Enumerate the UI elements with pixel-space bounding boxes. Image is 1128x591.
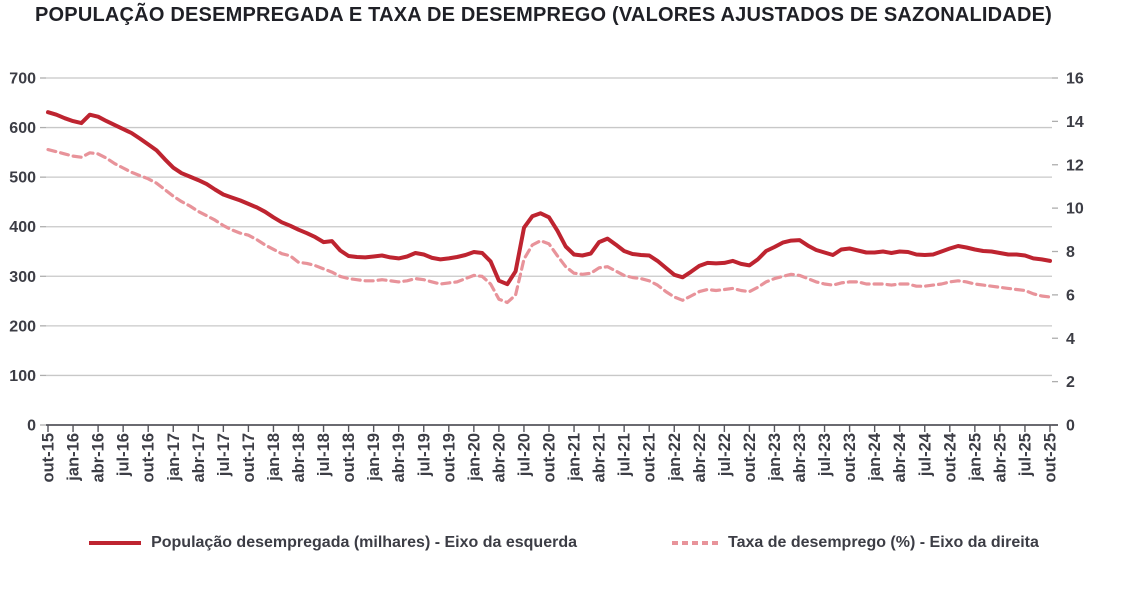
svg-text:jan-18: jan-18 (265, 433, 283, 482)
svg-text:jul-19: jul-19 (415, 433, 433, 477)
svg-text:abr-19: abr-19 (390, 433, 408, 483)
svg-text:2: 2 (1066, 374, 1075, 391)
svg-text:out-20: out-20 (541, 433, 559, 483)
svg-text:abr-21: abr-21 (591, 433, 609, 483)
chart-title: POPULAÇÃO DESEMPREGADA E TAXA DE DESEMPR… (35, 4, 1052, 26)
svg-text:abr-23: abr-23 (791, 433, 809, 483)
svg-text:500: 500 (9, 170, 36, 187)
svg-text:300: 300 (9, 269, 36, 286)
svg-text:jul-17: jul-17 (215, 433, 233, 477)
svg-text:100: 100 (9, 368, 36, 385)
svg-text:abr-18: abr-18 (290, 433, 308, 483)
svg-text:200: 200 (9, 318, 36, 335)
svg-text:jan-16: jan-16 (65, 433, 83, 482)
svg-text:jan-23: jan-23 (766, 433, 784, 482)
svg-text:jul-25: jul-25 (1016, 433, 1034, 477)
svg-text:abr-20: abr-20 (490, 433, 508, 483)
svg-text:jul-18: jul-18 (315, 433, 333, 477)
chart-legend: População desempregada (milhares) - Eixo… (0, 534, 1128, 552)
svg-text:jan-17: jan-17 (165, 433, 183, 482)
svg-text:jul-21: jul-21 (616, 433, 634, 477)
svg-text:out-23: out-23 (841, 433, 859, 483)
svg-text:6: 6 (1066, 287, 1075, 304)
legend-label-population: População desempregada (milhares) - Eixo… (151, 534, 577, 551)
svg-text:jul-20: jul-20 (515, 433, 533, 477)
svg-text:jul-24: jul-24 (916, 432, 934, 477)
svg-text:0: 0 (1066, 418, 1075, 435)
svg-text:out-15: out-15 (40, 433, 58, 483)
svg-text:12: 12 (1066, 157, 1084, 174)
legend-line-dashed-icon (672, 541, 718, 545)
svg-text:jan-20: jan-20 (465, 433, 483, 482)
svg-text:jan-22: jan-22 (666, 433, 684, 482)
svg-text:jul-22: jul-22 (716, 433, 734, 477)
svg-text:8: 8 (1066, 244, 1075, 261)
chart-plot: 0 100 200 300 400 500 600 700 0 2 4 6 8 10 12 14 16 out-1… (9, 71, 1084, 483)
svg-text:abr-24: abr-24 (891, 432, 909, 482)
legend-line-solid-icon (89, 541, 142, 545)
svg-text:16: 16 (1066, 71, 1084, 88)
svg-text:jul-16: jul-16 (115, 433, 133, 477)
svg-text:out-16: out-16 (140, 433, 158, 483)
legend-label-rate: Taxa de desemprego (%) - Eixo da direita (728, 534, 1039, 551)
svg-text:600: 600 (9, 120, 36, 137)
svg-text:jan-19: jan-19 (365, 433, 383, 482)
svg-text:out-21: out-21 (641, 433, 659, 483)
svg-text:jul-23: jul-23 (816, 433, 834, 477)
svg-text:out-24: out-24 (941, 432, 959, 482)
svg-text:abr-16: abr-16 (90, 433, 108, 483)
svg-text:out-18: out-18 (340, 433, 358, 483)
svg-text:jan-24: jan-24 (866, 432, 884, 482)
svg-text:jan-21: jan-21 (566, 433, 584, 482)
svg-text:abr-25: abr-25 (991, 433, 1009, 483)
svg-text:abr-17: abr-17 (190, 433, 208, 483)
svg-text:out-22: out-22 (741, 433, 759, 483)
svg-text:jan-25: jan-25 (966, 433, 984, 482)
svg-text:4: 4 (1066, 331, 1075, 348)
svg-text:out-17: out-17 (240, 433, 258, 483)
svg-text:10: 10 (1066, 201, 1084, 218)
legend-item-population: População desempregada (milhares) - Eixo… (89, 534, 577, 552)
svg-text:out-19: out-19 (440, 433, 458, 483)
svg-text:14: 14 (1066, 114, 1084, 131)
svg-text:0: 0 (27, 418, 36, 435)
legend-item-rate: Taxa de desemprego (%) - Eixo da direita (672, 534, 1039, 552)
svg-text:out-25: out-25 (1042, 433, 1060, 483)
svg-text:abr-22: abr-22 (691, 433, 709, 483)
svg-text:700: 700 (9, 71, 36, 88)
svg-text:400: 400 (9, 219, 36, 236)
